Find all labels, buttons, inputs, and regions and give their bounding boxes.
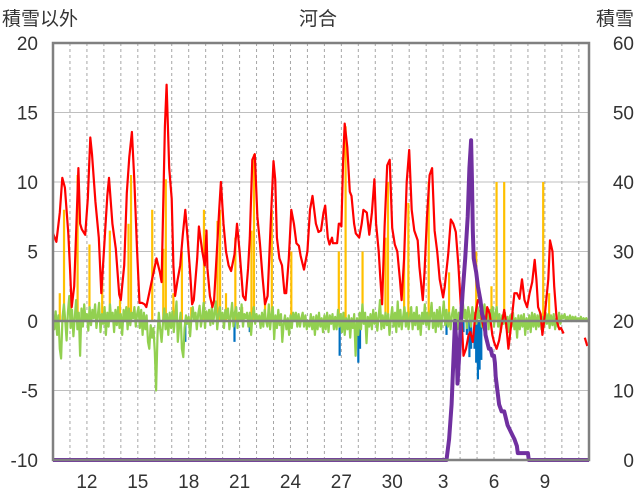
x-tick-label: 18: [178, 472, 199, 493]
tick-labels: -10 -5 0 5 10 15 20 0 10 20 30 40 50 60 12 15 18 21 24 27 30…: [11, 34, 634, 493]
snow-depth-series: [53, 138, 589, 462]
chart-title: 河合: [299, 8, 337, 30]
y-right-tick-label: 20: [613, 312, 634, 333]
snow-depth-line: [53, 138, 589, 462]
y-left-tick-label: 20: [17, 34, 38, 55]
y-right-tick-label: 10: [613, 382, 634, 403]
x-tick-label: 15: [127, 472, 148, 493]
x-tick-label: 21: [229, 472, 250, 493]
y-left-tick-label: 0: [27, 312, 38, 333]
temperature-line-late: [583, 337, 589, 347]
snow-change-series: [51, 294, 590, 392]
y-left-tick-label: 10: [17, 173, 38, 194]
y-right-tick-label: 40: [613, 173, 634, 194]
right-axis-label: 積雪: [596, 8, 634, 30]
snow-change-line: [51, 294, 590, 392]
y-left-tick-label: 15: [17, 104, 38, 125]
y-left-tick-label: -5: [21, 382, 38, 403]
y-left-tick-label: 5: [27, 243, 38, 264]
y-left-tick-label: -10: [11, 451, 38, 472]
x-tick-label: 6: [489, 472, 500, 493]
x-tick-label: 9: [540, 472, 551, 493]
left-axis-label: 積雪以外: [2, 8, 78, 30]
grid: [53, 43, 589, 460]
x-tick-label: 3: [438, 472, 449, 493]
y-right-tick-label: 60: [613, 34, 634, 55]
x-tick-label: 24: [280, 472, 302, 493]
y-right-tick-label: 50: [613, 104, 634, 125]
x-tick-label: 30: [382, 472, 403, 493]
y-right-tick-label: 0: [623, 451, 634, 472]
x-tick-label: 12: [76, 472, 97, 493]
x-tick-label: 27: [331, 472, 352, 493]
plot-frame: [51, 41, 591, 462]
y-right-tick-label: 30: [613, 243, 634, 264]
